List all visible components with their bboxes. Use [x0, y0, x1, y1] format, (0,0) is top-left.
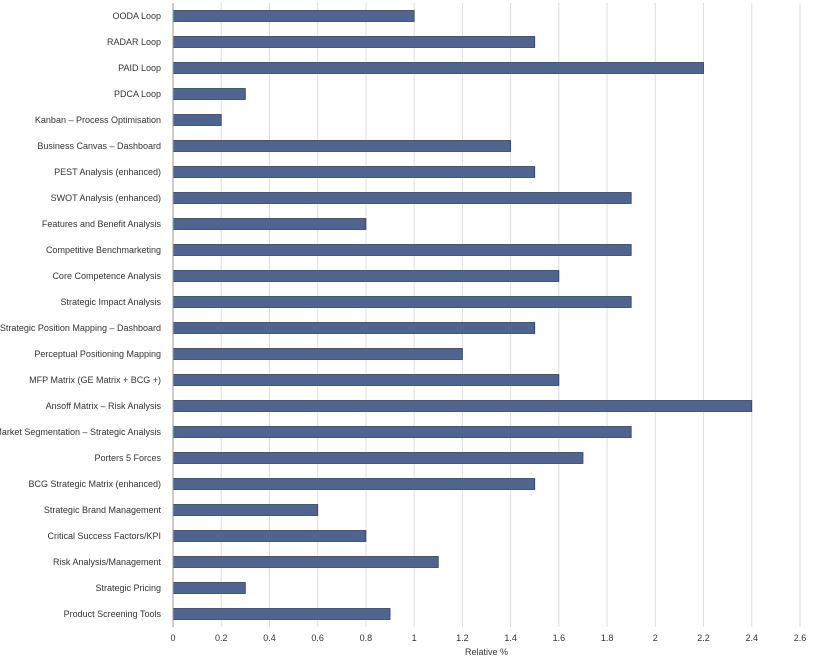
bar: [172, 192, 632, 204]
bar: [172, 504, 319, 516]
category-label: PEST Analysis (enhanced): [54, 167, 161, 177]
bar: [172, 374, 560, 386]
x-tick-label: 1: [412, 633, 417, 643]
category-label: Competitive Benchmarketing: [46, 245, 161, 255]
bar: [172, 348, 463, 360]
x-tick-label: 2.2: [697, 633, 710, 643]
category-label: Critical Success Factors/KPI: [47, 531, 161, 541]
category-label: Perceptual Positioning Mapping: [34, 349, 161, 359]
bar: [172, 140, 512, 152]
category-label: Strategic Brand Management: [44, 505, 162, 515]
category-label: BCG Strategic Matrix (enhanced): [28, 479, 161, 489]
x-tick-label: 0.2: [215, 633, 228, 643]
category-label: Market Segmentation – Strategic Analysis: [0, 427, 161, 437]
x-tick-label: 0.8: [360, 633, 373, 643]
x-tick-label: 1.8: [601, 633, 614, 643]
category-label: Strategic Impact Analysis: [60, 297, 161, 307]
category-label: OODA Loop: [112, 11, 161, 21]
bar: [172, 400, 753, 412]
category-label: MFP Matrix (GE Matrix + BCG +): [29, 375, 161, 385]
bar: [172, 296, 632, 308]
category-label: Strategic Pricing: [95, 583, 161, 593]
bar: [172, 608, 391, 620]
x-tick-label: 1.2: [456, 633, 469, 643]
category-label: Strategic Position Mapping – Dashboard: [0, 323, 161, 333]
x-tick-labels: 0 0.2 0.4 0.6 0.8 1 1.2 1.4 1.6 1.8 2 2.2 2.4 2.6: [170, 633, 806, 643]
x-tick-label: 0.6: [311, 633, 324, 643]
category-label: Core Competence Analysis: [52, 271, 161, 281]
category-label: PAID Loop: [118, 63, 161, 73]
bar: [172, 36, 536, 48]
x-tick-label: 0: [170, 633, 175, 643]
bar: [172, 10, 415, 22]
x-tick-label: 1.4: [504, 633, 517, 643]
bar: [172, 166, 536, 178]
bar: [172, 244, 632, 256]
category-label: RADAR Loop: [107, 37, 161, 47]
category-label: Features and Benefit Analysis: [42, 219, 162, 229]
bar: [172, 478, 536, 490]
category-label: Porters 5 Forces: [94, 453, 161, 463]
bar: [172, 322, 536, 334]
x-axis-title: Relative %: [465, 647, 508, 657]
bar: [172, 62, 704, 74]
category-label: Ansoff Matrix – Risk Analysis: [46, 401, 162, 411]
bar: [172, 530, 367, 542]
bar: [172, 270, 560, 282]
category-label: Business Canvas – Dashboard: [37, 141, 161, 151]
x-tick-label: 2.4: [746, 633, 759, 643]
category-label: Kanban – Process Optimisation: [35, 115, 161, 125]
bar: [172, 452, 584, 464]
x-tick-label: 2: [653, 633, 658, 643]
bars: [172, 10, 753, 620]
category-label: Risk Analysis/Management: [53, 557, 162, 567]
x-tick-label: 0.4: [263, 633, 276, 643]
bar: [172, 114, 222, 126]
category-labels: OODA Loop RADAR Loop PAID Loop PDCA Loop Kan…: [0, 11, 161, 619]
x-tick-label: 2.6: [794, 633, 807, 643]
bar: [172, 218, 367, 230]
category-label: Product Screening Tools: [64, 609, 162, 619]
x-tick-label: 1.6: [553, 633, 566, 643]
category-label: SWOT Analysis (enhanced): [51, 193, 161, 203]
bar: [172, 582, 246, 594]
bar: [172, 556, 439, 568]
gridlines: [220, 3, 801, 627]
category-label: PDCA Loop: [114, 89, 161, 99]
bar: [172, 426, 632, 438]
bar: [172, 88, 246, 100]
